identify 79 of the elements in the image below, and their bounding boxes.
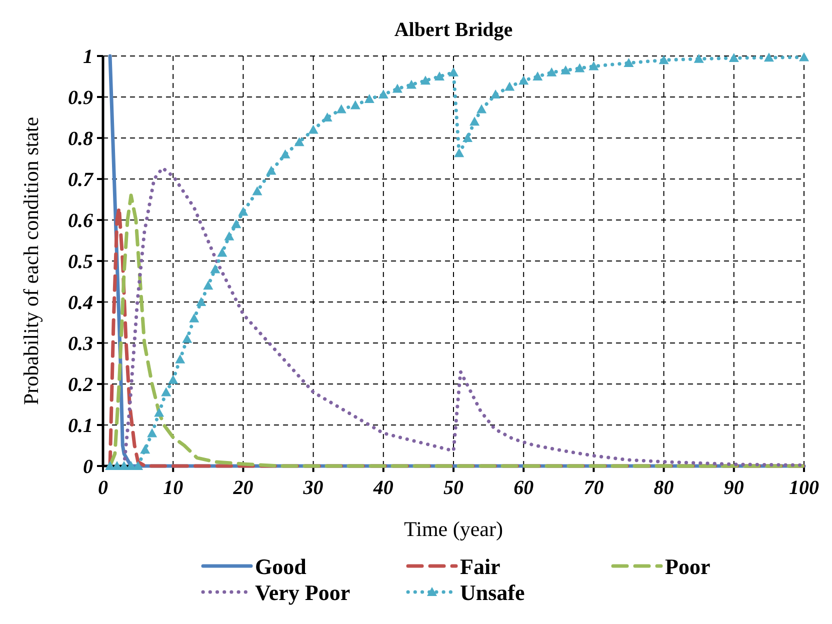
- x-tick-label: 80: [654, 477, 674, 499]
- y-tick-label: 0.9: [68, 87, 93, 109]
- y-axis-title: Probability of each condition state: [19, 116, 43, 406]
- point: [574, 63, 585, 72]
- point: [217, 248, 228, 257]
- point: [224, 231, 234, 240]
- point: [133, 461, 144, 470]
- point: [154, 408, 164, 417]
- point: [175, 354, 186, 364]
- point: [504, 82, 515, 91]
- point: [182, 334, 192, 343]
- point: [462, 133, 473, 142]
- y-tick-label: 0.3: [68, 333, 93, 355]
- point: [210, 264, 220, 274]
- point: [532, 72, 543, 80]
- point: [252, 186, 262, 196]
- point: [624, 58, 634, 67]
- point: [189, 313, 200, 322]
- point: [588, 61, 599, 70]
- point: [546, 67, 557, 76]
- point: [694, 54, 704, 63]
- x-tick-label: 0: [98, 477, 108, 499]
- x-tick-label: 10: [163, 477, 184, 499]
- point: [294, 137, 304, 146]
- legend-label: Fair: [460, 554, 501, 579]
- point: [231, 219, 242, 228]
- legend-label: Very Poor: [255, 580, 350, 605]
- x-tick-label: 20: [232, 477, 254, 499]
- chart-title: Albert Bridge: [394, 19, 513, 41]
- y-tick-label: 0.1: [68, 415, 93, 437]
- point: [454, 148, 464, 158]
- y-tick-label: 1: [83, 46, 93, 68]
- point: [448, 67, 458, 76]
- point: [161, 387, 172, 396]
- point: [266, 166, 276, 175]
- legend-label: Good: [255, 554, 306, 579]
- point: [336, 104, 346, 114]
- point: [764, 52, 774, 62]
- point: [392, 84, 402, 93]
- y-tick-label: 0: [83, 456, 93, 478]
- point: [470, 116, 480, 126]
- point: [476, 104, 487, 114]
- point: [406, 80, 416, 89]
- point: [140, 444, 150, 454]
- point: [434, 72, 444, 80]
- x-tick-label: 100: [789, 477, 819, 499]
- x-tick-label: 60: [514, 477, 534, 499]
- point: [518, 76, 529, 85]
- legend-label: Poor: [665, 554, 710, 579]
- point: [203, 280, 214, 290]
- point: [378, 90, 388, 99]
- point: [364, 94, 374, 104]
- x-tick-label: 40: [372, 477, 394, 499]
- y-tick-label: 0.7: [68, 169, 94, 191]
- y-tick-label: 0.2: [68, 374, 93, 396]
- x-tick-label: 90: [724, 477, 744, 499]
- point: [490, 90, 501, 99]
- point: [280, 149, 290, 158]
- y-tick-label: 0.6: [68, 210, 93, 232]
- point: [308, 124, 318, 134]
- point: [322, 112, 332, 122]
- point: [168, 374, 178, 384]
- point: [799, 52, 809, 62]
- point: [560, 65, 571, 74]
- x-tick-label: 50: [444, 477, 464, 499]
- x-tick-label: 70: [584, 477, 604, 499]
- point: [238, 206, 248, 216]
- y-tick-label: 0.4: [68, 292, 93, 314]
- point: [658, 55, 669, 64]
- point: [196, 297, 206, 306]
- y-tick-label: 0.8: [68, 128, 93, 150]
- y-tick-label: 0.5: [68, 251, 93, 273]
- x-axis-title: Time (year): [404, 517, 503, 541]
- legend-label: Unsafe: [460, 580, 526, 605]
- point: [350, 100, 360, 110]
- point: [728, 53, 739, 62]
- x-tick-label: 30: [302, 477, 324, 499]
- point: [147, 428, 158, 438]
- point: [420, 76, 430, 85]
